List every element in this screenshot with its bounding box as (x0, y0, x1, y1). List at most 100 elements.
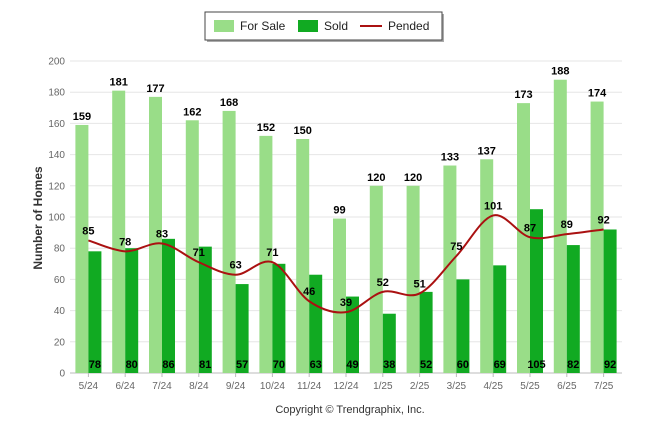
label-sold-4/25: 69 (494, 359, 506, 371)
bar-sold-4/25 (493, 265, 507, 373)
label-for-sale-12/24: 99 (333, 205, 345, 217)
y-axis-label: Number of Homes (31, 166, 45, 270)
label-sold-12/24: 49 (346, 359, 358, 371)
y-tick-label-180: 180 (48, 88, 65, 99)
y-tick-label-0: 0 (59, 369, 65, 380)
bar-for-sale-1/25 (369, 185, 383, 373)
x-tick-label-1/25: 1/25 (373, 381, 393, 392)
bar-for-sale-11/24 (296, 139, 310, 373)
label-sold-7/24: 86 (162, 359, 174, 371)
x-tick-label-11/24: 11/24 (297, 381, 322, 392)
copyright-credit: Copyright © Trendgraphix, Inc. (275, 404, 424, 416)
label-for-sale-10/24: 152 (257, 122, 275, 134)
bar-sold-6/24 (125, 248, 139, 373)
bar-for-sale-7/25 (590, 101, 604, 373)
x-tick-label-3/25: 3/25 (447, 381, 467, 392)
label-sold-11/24: 63 (310, 359, 322, 371)
bar-sold-5/24 (88, 251, 102, 373)
y-tick-label-120: 120 (48, 181, 65, 192)
legend-swatch-sold (298, 20, 318, 32)
bar-sold-3/25 (456, 279, 470, 373)
bar-sold-5/25 (530, 209, 543, 373)
label-pended-7/25: 92 (597, 214, 609, 226)
legend[interactable]: For Sale Sold Pended (204, 11, 444, 42)
label-sold-5/24: 78 (89, 359, 101, 371)
x-tick-label-10/24: 10/24 (260, 381, 285, 392)
bar-sold-2/25 (419, 291, 433, 373)
label-pended-1/25: 52 (377, 277, 389, 289)
bar-for-sale-10/24 (259, 135, 273, 373)
y-tick-label-200: 200 (48, 57, 65, 68)
x-tick-label-6/25: 6/25 (557, 381, 577, 392)
label-for-sale-5/25: 173 (514, 89, 532, 101)
label-for-sale-2/25: 120 (404, 172, 422, 184)
label-sold-6/24: 80 (126, 359, 138, 371)
bar-sold-7/25 (603, 229, 617, 373)
legend-label-pended[interactable]: Pended (388, 19, 429, 33)
x-tick-label-5/25: 5/25 (520, 381, 540, 392)
legend-box (204, 11, 443, 41)
y-tick-label-60: 60 (54, 275, 66, 286)
x-tick-label-9/24: 9/24 (226, 381, 246, 392)
bar-for-sale-12/24 (333, 218, 346, 373)
y-tick-label-80: 80 (54, 244, 66, 255)
x-tick-label-7/25: 7/25 (594, 381, 614, 392)
bar-sold-11/24 (309, 274, 323, 373)
bar-for-sale-8/24 (185, 120, 199, 373)
label-sold-8/24: 81 (199, 359, 211, 371)
label-pended-7/24: 83 (156, 229, 168, 241)
bar-sold-1/25 (382, 313, 396, 373)
label-pended-8/24: 71 (193, 247, 205, 259)
legend-label-sold[interactable]: Sold (324, 19, 348, 33)
x-tick-label-8/24: 8/24 (189, 381, 209, 392)
label-for-sale-1/25: 120 (367, 172, 385, 184)
label-sold-10/24: 70 (273, 359, 285, 371)
label-for-sale-6/25: 188 (551, 66, 569, 78)
label-sold-7/25: 92 (604, 359, 616, 371)
bar-sold-7/24 (162, 238, 175, 373)
data-labels: 159 78 181 80 177 86 162 81 168 57 152 70 150 63 99 49 1… (73, 66, 617, 371)
x-tick-label-5/24: 5/24 (79, 381, 99, 392)
x-tick-label-2/25: 2/25 (410, 381, 430, 392)
bars (75, 79, 617, 374)
label-sold-1/25: 38 (383, 359, 395, 371)
y-tick-label-20: 20 (54, 337, 66, 348)
y-tick-label-40: 40 (54, 306, 66, 317)
x-tick-label-6/24: 6/24 (115, 381, 135, 392)
y-tick-label-100: 100 (48, 213, 65, 224)
label-for-sale-3/25: 133 (441, 152, 459, 164)
legend-label-for-sale[interactable]: For Sale (240, 19, 286, 33)
y-tick-label-160: 160 (48, 119, 65, 130)
label-pended-12/24: 39 (340, 297, 352, 309)
label-pended-10/24: 71 (266, 247, 278, 259)
bar-sold-10/24 (272, 263, 286, 373)
label-pended-3/25: 75 (450, 241, 462, 253)
label-for-sale-9/24: 168 (220, 97, 238, 109)
pended-line (88, 214, 604, 314)
bar-for-sale-5/25 (517, 103, 530, 374)
bar-sold-6/25 (566, 245, 580, 373)
bar-for-sale-7/24 (149, 96, 162, 373)
label-pended-6/24: 78 (119, 236, 131, 248)
label-sold-9/24: 57 (236, 359, 248, 371)
label-pended-5/25: 87 (524, 222, 536, 234)
label-pended-2/25: 51 (413, 278, 425, 290)
legend-swatch-for-sale (214, 20, 234, 32)
label-sold-5/25: 105 (527, 359, 545, 371)
bar-for-sale-6/24 (112, 90, 126, 373)
label-for-sale-11/24: 150 (294, 125, 312, 137)
label-for-sale-4/25: 137 (478, 145, 496, 157)
bar-for-sale-9/24 (222, 110, 236, 374)
bar-for-sale-2/25 (406, 185, 420, 373)
label-for-sale-5/24: 159 (73, 111, 91, 123)
bar-for-sale-4/25 (480, 159, 494, 373)
x-tick-label-12/24: 12/24 (333, 381, 358, 392)
x-tick-label-4/25: 4/25 (483, 381, 503, 392)
label-for-sale-7/25: 174 (588, 88, 607, 100)
label-for-sale-8/24: 162 (183, 106, 201, 118)
x-tick-label-7/24: 7/24 (152, 381, 172, 392)
x-axis-ticks: 5/24 6/24 7/24 8/24 9/24 10/24 11/24 12/24 1/25 2… (79, 373, 614, 392)
label-sold-3/25: 60 (457, 359, 469, 371)
bar-for-sale-3/25 (443, 165, 457, 373)
